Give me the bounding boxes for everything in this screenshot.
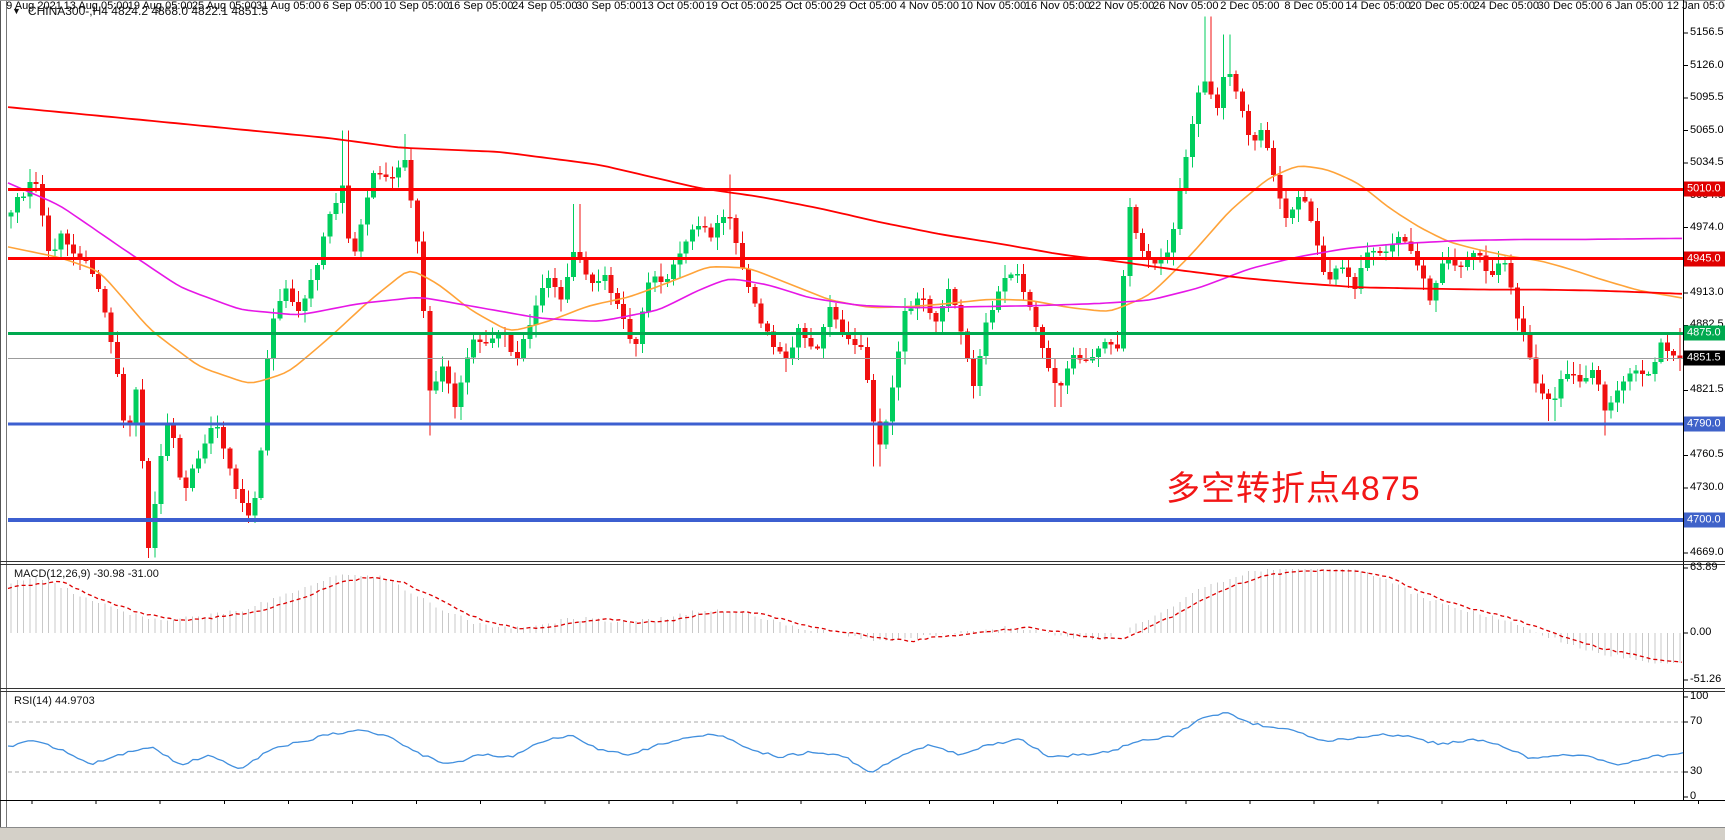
price-level-badge: 4945.0 [1684,251,1725,267]
rsi-axis-tick: 70 [1690,715,1703,727]
rsi-indicator-label: RSI(14) 44.9703 [14,695,95,707]
time-axis-label: 29 Oct 05:00 [833,0,897,12]
time-axis-label: 13 Oct 05:00 [641,0,705,12]
symbol-dropdown-icon[interactable]: ▼ [12,6,21,16]
price-level-badge: 4875.0 [1684,325,1725,341]
price-axis-tick: 4821.5 [1690,383,1724,396]
price-axis-tick: 4760.5 [1690,448,1724,461]
time-axis-label: 20 Dec 05:00 [1409,0,1475,12]
time-axis-label: 4 Nov 05:00 [899,0,960,12]
time-axis-label: 9 Aug 2021 [6,0,62,12]
price-axis-tick: 5156.5 [1690,26,1724,38]
macd-axis-tick: 63.89 [1690,561,1718,573]
rsi-panel [7,712,1684,773]
time-axis-label: 13 Aug 05:00 [63,0,129,12]
candles-layer [8,16,1683,558]
price-axis-tick: 4669.0 [1690,546,1724,559]
macd-axis-tick: 0.00 [1690,626,1712,638]
price-level-badge: 4790.0 [1684,416,1725,432]
price-level-badge: 4700.0 [1684,512,1725,528]
time-axis-label: 16 Sep 05:00 [447,0,514,12]
time-axis-label: 6 Jan 05:00 [1605,0,1664,12]
time-axis-label: 10 Nov 05:00 [960,0,1027,12]
chart-annotation-text[interactable]: 多空转折点4875 [1166,470,1421,508]
time-axis-label: 14 Dec 05:00 [1345,0,1411,12]
time-axis-label: 19 Oct 05:00 [705,0,769,12]
price-level-badge: 5010.0 [1684,181,1725,197]
time-axis-label: 30 Dec 05:00 [1537,0,1604,12]
time-axis-label: 10 Sep 05:00 [383,0,450,12]
price-level-badge: 4851.5 [1684,350,1725,366]
time-axis-label: 12 Jan 05:00 [1666,0,1725,12]
time-axis-label: 30 Sep 05:00 [576,0,642,12]
time-axis-label: 26 Nov 05:00 [1153,0,1219,12]
symbol-ohlc-text: CHINA300-,H4 4824.2 4868.0 4822.1 4851.5 [27,4,269,18]
time-axis-label: 25 Aug 05:00 [191,0,257,12]
window-bottom-edge [0,827,1725,840]
macd-axis-tick: -51.26 [1690,673,1722,685]
price-axis-tick: 5065.0 [1690,123,1724,136]
price-axis-tick: 4913.0 [1690,285,1724,298]
time-axis-label: 19 Aug 05:00 [127,0,193,12]
rsi-axis-tick: 0 [1690,790,1697,802]
axis-tick-marks [31,32,1700,804]
rsi-axis-tick: 100 [1690,690,1709,702]
price-axis-tick: 5095.5 [1690,91,1724,104]
ma-red-line [7,106,1683,295]
macd-panel [7,569,1683,664]
ma-magenta-line [7,182,1682,322]
time-axis-label: 24 Sep 05:00 [512,0,578,12]
time-axis-label: 25 Oct 05:00 [769,0,833,12]
time-axis-label: 22 Nov 05:00 [1088,0,1155,12]
time-axis-label: 24 Dec 05:00 [1473,0,1540,12]
price-axis-tick: 5126.0 [1690,58,1724,71]
time-axis-label: 6 Sep 05:00 [322,0,383,12]
rsi-axis-tick: 30 [1690,765,1703,777]
level-lines [8,187,1683,523]
price-axis-tick: 5034.5 [1690,156,1724,169]
chart-ohlc-header: ▼ CHINA300-,H4 4824.2 4868.0 4822.1 4851.… [12,4,268,18]
price-axis-tick: 4974.0 [1690,220,1724,233]
macd-indicator-label: MACD(12,26,9) -30.98 -31.00 [14,568,159,580]
price-axis-tick: 4730.0 [1690,481,1724,493]
time-axis-label: 8 Dec 05:00 [1284,0,1344,12]
ma-orange-line [7,165,1683,384]
time-axis-label: 31 Aug 05:00 [255,0,321,12]
time-axis-label: 2 Dec 05:00 [1220,0,1280,12]
time-axis-label: 16 Nov 05:00 [1024,0,1091,12]
